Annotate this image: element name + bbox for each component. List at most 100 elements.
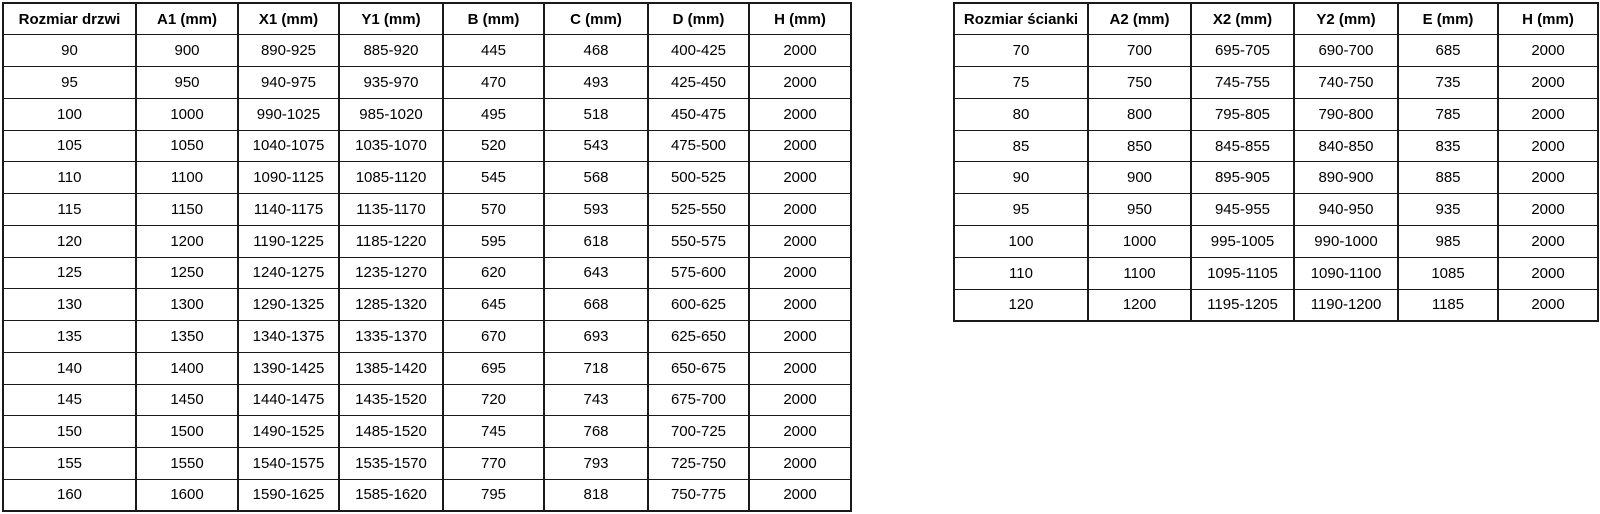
table-cell: 990-1025 <box>237 97 340 131</box>
table-cell: 995-1005 <box>1190 225 1295 258</box>
table-cell: 695 <box>442 351 545 385</box>
table-cell: 2000 <box>1497 256 1599 290</box>
table-cell: 520 <box>442 129 545 163</box>
table-cell: 1440-1475 <box>237 383 340 417</box>
table-cell: 1235-1270 <box>338 256 444 290</box>
table-cell: 595 <box>442 224 545 258</box>
table-cell: 950 <box>1087 193 1192 227</box>
table-cell: 818 <box>543 478 649 512</box>
table-cell: 1385-1420 <box>338 351 444 385</box>
table-cell: 145 <box>2 383 137 417</box>
wall-table-body: 70 700 695-705 690-700 685 2000 75 750 745-755 74… <box>953 34 1599 322</box>
table-cell: 1140-1175 <box>237 193 340 226</box>
table-cell: 795 <box>442 478 545 512</box>
table-cell: 1040-1075 <box>237 129 340 163</box>
table-cell: 643 <box>543 256 649 290</box>
table-cell: 130 <box>2 288 137 321</box>
table-row: 90 900 895-905 890-900 885 2000 <box>953 161 1599 195</box>
table-cell: 125 <box>2 256 137 290</box>
table-row: 90 900 890-925 885-920 445 468 400-425 2000 <box>2 34 852 67</box>
table-cell: 160 <box>2 478 137 512</box>
table-cell: 1240-1275 <box>237 256 340 290</box>
header-row: Rozmiar ścianki A2 (mm) X2 (mm) Y2 (mm) E (m… <box>953 2 1599 36</box>
table-cell: 2000 <box>1497 129 1599 163</box>
table-cell: 900 <box>1087 161 1192 195</box>
table-cell: 70 <box>953 34 1089 68</box>
door-table-body: 90 900 890-925 885-920 445 468 400-425 2000 95 95… <box>2 34 852 512</box>
table-cell: 1585-1620 <box>338 478 444 512</box>
table-cell: 1350 <box>135 320 239 353</box>
table-cell: 85 <box>953 129 1089 163</box>
table-cell: 1090-1100 <box>1293 256 1399 290</box>
column-header: D (mm) <box>647 2 750 36</box>
table-cell: 1200 <box>135 224 239 258</box>
table-cell: 493 <box>543 66 649 99</box>
table-cell: 1150 <box>135 193 239 226</box>
table-cell: 2000 <box>748 415 852 448</box>
table-cell: 90 <box>2 34 137 67</box>
table-cell: 700-725 <box>647 415 750 448</box>
table-cell: 1590-1625 <box>237 478 340 512</box>
table-cell: 100 <box>953 225 1089 258</box>
table-cell: 785 <box>1397 97 1499 131</box>
table-cell: 1085 <box>1397 256 1499 290</box>
table-cell: 545 <box>442 161 545 194</box>
table-cell: 550-575 <box>647 224 750 258</box>
table-cell: 1500 <box>135 415 239 448</box>
table-cell: 468 <box>543 34 649 67</box>
column-header: H (mm) <box>1497 2 1599 36</box>
table-cell: 1400 <box>135 351 239 385</box>
table-cell: 100 <box>2 97 137 131</box>
table-cell: 1485-1520 <box>338 415 444 448</box>
table-cell: 2000 <box>748 34 852 67</box>
table-cell: 900 <box>135 34 239 67</box>
table-cell: 495 <box>442 97 545 131</box>
table-cell: 1200 <box>1087 288 1192 322</box>
table-cell: 670 <box>442 320 545 353</box>
table-cell: 1185-1220 <box>338 224 444 258</box>
table-cell: 2000 <box>1497 225 1599 258</box>
table-cell: 1000 <box>1087 225 1192 258</box>
table-cell: 675-700 <box>647 383 750 417</box>
table-cell: 1190-1200 <box>1293 288 1399 322</box>
table-cell: 795-805 <box>1190 97 1295 131</box>
table-row: 135 1350 1340-1375 1335-1370 670 693 625-650 20… <box>2 320 852 353</box>
table-cell: 2000 <box>748 224 852 258</box>
table-cell: 790-800 <box>1293 97 1399 131</box>
table-cell: 768 <box>543 415 649 448</box>
table-cell: 2000 <box>748 66 852 99</box>
column-header: A2 (mm) <box>1087 2 1192 36</box>
table-cell: 593 <box>543 193 649 226</box>
door-table-header: Rozmiar drzwi A1 (mm) X1 (mm) Y1 (mm) B (mm)… <box>2 2 852 36</box>
table-cell: 115 <box>2 193 137 226</box>
table-cell: 475-500 <box>647 129 750 163</box>
table-cell: 450-475 <box>647 97 750 131</box>
table-cell: 1100 <box>1087 256 1192 290</box>
table-row: 120 1200 1190-1225 1185-1220 595 618 550-575 20… <box>2 224 852 258</box>
table-cell: 518 <box>543 97 649 131</box>
table-row: 110 1100 1095-1105 1090-1100 1085 2000 <box>953 256 1599 290</box>
column-header: X1 (mm) <box>237 2 340 36</box>
table-cell: 1090-1125 <box>237 161 340 194</box>
table-cell: 1300 <box>135 288 239 321</box>
table-cell: 2000 <box>1497 161 1599 195</box>
table-cell: 840-850 <box>1293 129 1399 163</box>
table-cell: 650-675 <box>647 351 750 385</box>
header-row: Rozmiar drzwi A1 (mm) X1 (mm) Y1 (mm) B (mm)… <box>2 2 852 36</box>
table-cell: 800 <box>1087 97 1192 131</box>
table-cell: 2000 <box>748 351 852 385</box>
table-row: 130 1300 1290-1325 1285-1320 645 668 600-625 20… <box>2 288 852 321</box>
table-cell: 1535-1570 <box>338 447 444 480</box>
table-cell: 695-705 <box>1190 34 1295 68</box>
table-row: 70 700 695-705 690-700 685 2000 <box>953 34 1599 68</box>
column-header: A1 (mm) <box>135 2 239 36</box>
table-cell: 1135-1170 <box>338 193 444 226</box>
wall-table-header: Rozmiar ścianki A2 (mm) X2 (mm) Y2 (mm) E (m… <box>953 2 1599 36</box>
table-row: 95 950 940-975 935-970 470 493 425-450 2000 <box>2 66 852 99</box>
column-header: H (mm) <box>748 2 852 36</box>
table-cell: 400-425 <box>647 34 750 67</box>
table-cell: 1000 <box>135 97 239 131</box>
table-row: 120 1200 1195-1205 1190-1200 1185 2000 <box>953 288 1599 322</box>
table-row: 155 1550 1540-1575 1535-1570 770 793 725-750 20… <box>2 447 852 480</box>
column-header: Rozmiar drzwi <box>2 2 137 36</box>
